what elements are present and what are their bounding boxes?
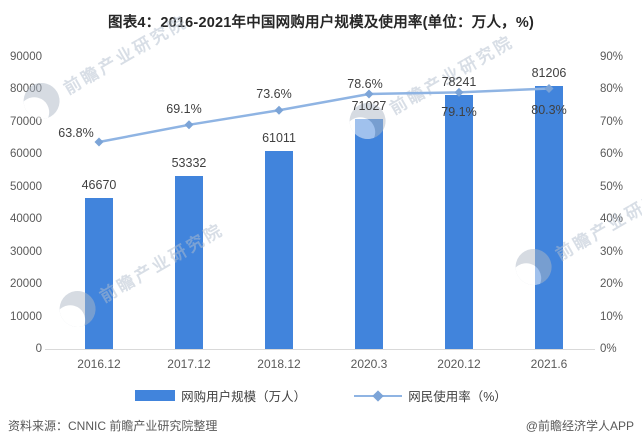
y-axis-right-tick: 80%	[600, 83, 624, 96]
line-value-label: 78.6%	[347, 76, 383, 91]
watermark-text: 前瞻产业研究院	[96, 219, 228, 306]
line-swatch-marker	[372, 389, 384, 402]
y-axis-left-tick: 70000	[10, 115, 42, 128]
bar-2018.12	[265, 151, 293, 349]
y-axis-right-tick: 30%	[600, 245, 624, 258]
legend-bar-label: 网购用户规模（万人）	[181, 390, 307, 404]
bar-value-label: 53332	[171, 155, 207, 170]
line-value-label: 63.8%	[58, 126, 94, 140]
y-axis-right-tick: 90%	[600, 51, 624, 63]
bar-value-label: 78241	[441, 75, 477, 90]
source-note: 资料来源：CNNIC 前瞻产业研究院整理	[8, 419, 218, 433]
y-axis-left-tick: 60000	[10, 148, 42, 161]
legend-line-label: 网民使用率（%）	[408, 390, 507, 404]
bar-2021.6	[535, 85, 563, 349]
bar-swatch-icon	[135, 390, 176, 401]
y-axis-left-tick: 40000	[10, 213, 42, 226]
line-value-label: 69.1%	[166, 101, 202, 116]
y-axis-left-tick: 20000	[10, 278, 42, 291]
brand-credit: @前瞻经济学人APP	[525, 419, 634, 433]
bar-value-label: 61011	[262, 131, 296, 146]
x-axis-tick-label: 2016.12	[77, 357, 121, 371]
y-axis-right-tick: 10%	[600, 310, 624, 323]
y-axis-left-tick: 10000	[10, 310, 42, 323]
y-axis-right-tick: 40%	[600, 213, 624, 226]
bar-value-label: 71027	[351, 98, 387, 113]
y-axis-left-tick: 0	[35, 343, 42, 355]
bar-value-label: 81206	[531, 65, 567, 80]
bar-value-label: 46670	[81, 177, 117, 192]
watermark: 前瞻产业研究院	[53, 210, 230, 334]
bar-2016.12	[85, 197, 113, 349]
legend-item-line: 网民使用率（%）	[354, 386, 507, 405]
y-axis-left-tick: 80000	[10, 83, 42, 96]
x-axis-line	[45, 349, 595, 350]
diamond-marker-icon	[184, 120, 194, 130]
y-axis-right-tick: 60%	[600, 148, 624, 161]
bar-2020.3	[355, 118, 383, 349]
diamond-marker-icon	[274, 105, 284, 115]
y-axis-right-tick: 0%	[600, 343, 617, 355]
bar-2020.12	[445, 95, 473, 349]
bar-2017.12	[175, 175, 203, 349]
x-axis-tick-label: 2017.12	[167, 357, 211, 371]
x-axis-tick-label: 2021.6	[530, 357, 568, 371]
x-axis-tick-label: 2018.12	[257, 357, 301, 371]
legend: 网购用户规模（万人） 网民使用率（%）	[0, 386, 642, 405]
line-value-label: 80.3%	[531, 103, 567, 118]
line-value-label: 73.6%	[256, 87, 292, 102]
chart-title: 图表4：2016-2021年中国网购用户规模及使用率(单位：万人，%)	[108, 15, 534, 31]
x-axis-tick-label: 2020.12	[437, 357, 481, 371]
y-axis-left-tick: 30000	[10, 245, 42, 258]
y-axis-right-tick: 50%	[600, 180, 624, 193]
y-axis-right-tick: 70%	[600, 115, 624, 128]
y-axis-left-tick: 50000	[10, 180, 42, 193]
footer: 资料来源：CNNIC 前瞻产业研究院整理 @前瞻经济学人APP	[0, 417, 642, 434]
line-swatch-icon	[354, 389, 403, 402]
line-value-label: 79.1%	[441, 105, 477, 120]
legend-item-bar: 网购用户规模（万人）	[135, 386, 306, 405]
y-axis-left-tick: 90000	[10, 51, 42, 63]
x-axis-tick-label: 2020.3	[350, 357, 388, 371]
y-axis-right-tick: 20%	[600, 278, 624, 291]
